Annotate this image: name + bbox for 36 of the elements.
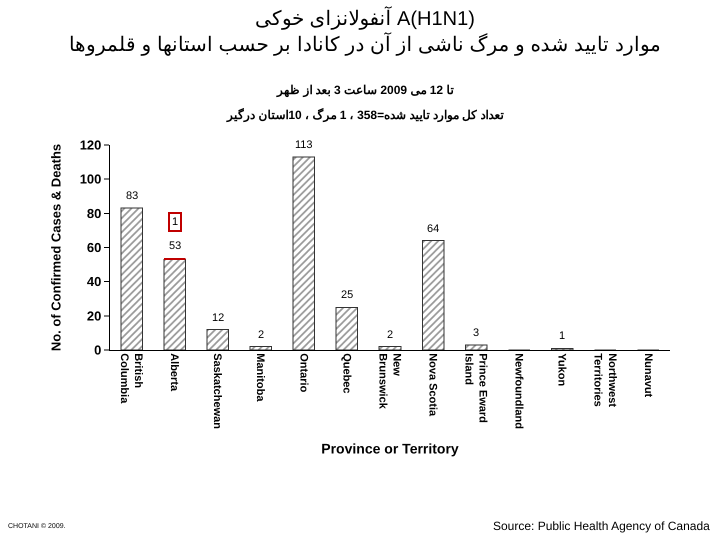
y-tick-label: 60 [86,240,102,256]
data-label: 113 [295,139,313,151]
y-tick-label: 20 [86,308,102,324]
data-label: 53 [169,240,182,252]
data-label: 3 [473,327,480,339]
data-label: 64 [427,223,440,235]
data-label: 1 [172,216,178,228]
chart-title: آنفولانزای خوکی A(H1N1) موارد تایید شده و مرگ ناشی از آن در کانادا بر حسب استانها و قلمروها [69,6,661,56]
x-tick-label: Nova Scotia [426,353,439,418]
y-tick-label: 100 [80,172,102,187]
data-label: 2 [258,329,264,341]
y-axis-title: No. of Confirmed Cases & Deaths [48,144,64,352]
data-label: 1 [559,330,566,342]
y-tick-label: 120 [80,138,102,153]
x-tick-label: Saskatchewan [211,353,224,430]
x-tick-label: Quebec [340,353,352,394]
data-label: 2 [387,329,394,341]
y-tick-label: 40 [86,274,102,290]
x-tick-label: Alberta [168,353,180,392]
y-tick-label: 0 [94,342,102,358]
y-tick-label: 80 [86,206,102,221]
x-tick-label: Northwest Territories [592,353,618,408]
source-note: Source: Public Health Agency of Canada [493,519,710,533]
chart-subtitle: تا 12 می 2009 ساعت 3 بعد از ظهر تعداد کل موارد تایید شده=358 ، 1 مرگ ، 10استان درگیر [226,83,504,123]
x-tick-label: Nunavut [642,353,654,398]
data-label: 25 [341,289,354,301]
x-tick-label: New Brunswick [376,353,403,410]
data-label: 12 [212,312,224,324]
x-tick-label: Manitoba [254,353,266,402]
x-tick-label: Newfoundland [512,353,525,429]
x-axis-title: Province or Territory [321,440,459,457]
x-tick-label: Prince Eward Island [462,353,489,423]
x-tick-label: Ontario [297,353,310,393]
data-label: 83 [126,190,138,202]
x-tick-label: Yukon [556,353,568,386]
x-tick-label: British Columbia [118,353,144,404]
